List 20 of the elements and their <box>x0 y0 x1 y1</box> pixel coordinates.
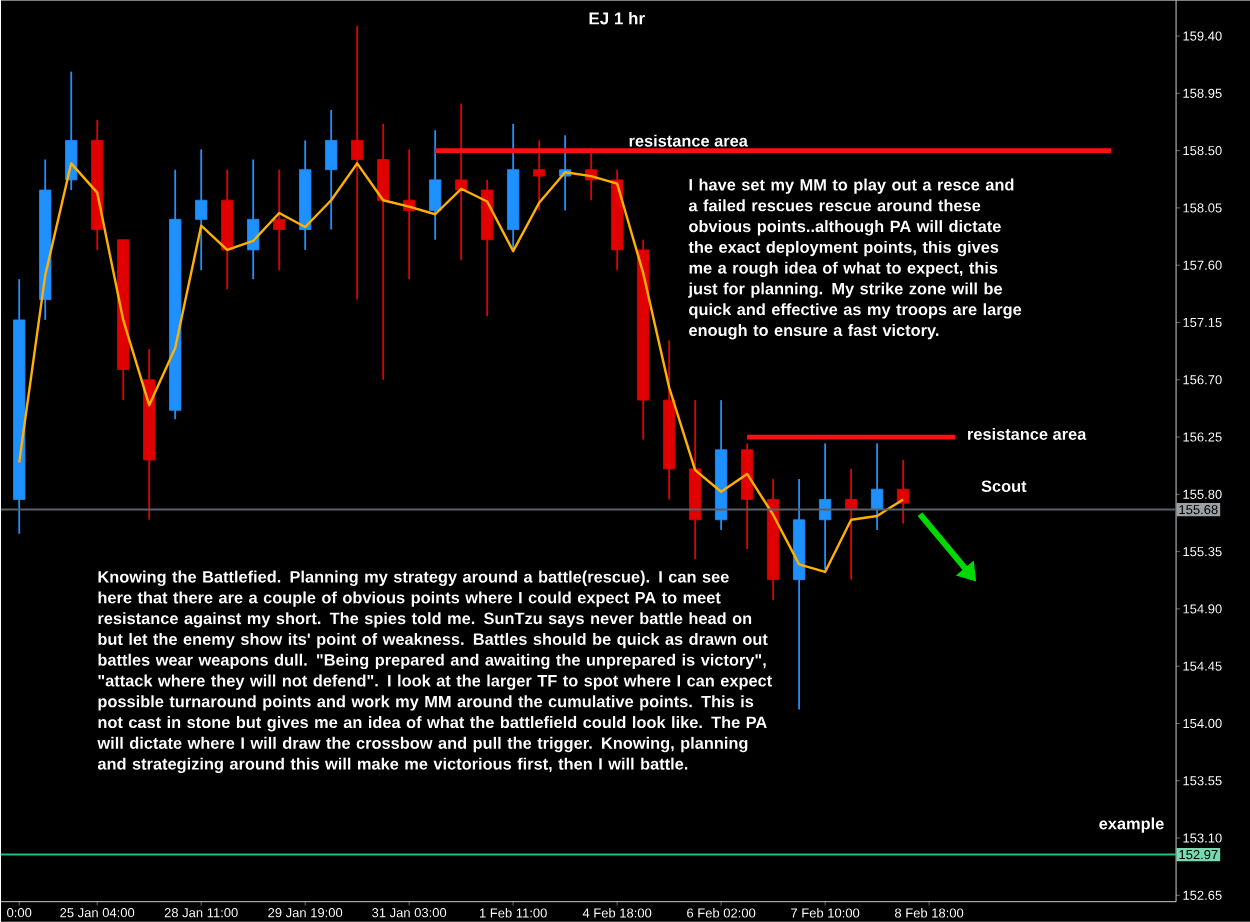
candlestick <box>325 109 338 231</box>
text: Knowing the Battlefied. Planning my strategy around a battle(rescue). I can see here that there are a couple of obvious points where I could expect PA to meet resistance against my short. The spies told me. SunTzu says never battle head on but let the enemy show its' point of weakness. Battles should be quick as drawn out battles wear weapons dull. "Being prepared and awaiting the unprepared is victory", "attack where they will not defend". I look at the larger TF to spot where I can expect possible turnaround points and work my MM around the cumulative points. This is not cast in stone but gives me an idea of what the battlefield could look like. The PA will dictate where I will draw the crossbow and pull the trigger. Knowing, planning and strategizing around this will make me victorious first, then I will battle. <box>97 570 772 774</box>
annotation: resistance area <box>968 428 1087 441</box>
candlestick <box>429 129 442 241</box>
annotation: Scout <box>981 480 1027 493</box>
candlestick <box>351 25 364 301</box>
candlestick <box>533 139 546 212</box>
annotation: I have set my MM to play out a resce and a failed rescues rescue around these obvious points..although PA will dictate the exact deployment points, this gives me a rough idea of what to expect, this just for planning. My strike zone will be quick and effective as my troops are large enough to ensure a fast victory. <box>688 178 1022 340</box>
annotation: resistance area <box>629 134 748 147</box>
candlestick <box>195 148 208 272</box>
text: EJ 1 hr <box>589 12 645 25</box>
candlestick <box>870 442 884 532</box>
candlestick <box>455 102 468 262</box>
annotation: example <box>1099 817 1164 833</box>
candlestick <box>273 168 286 272</box>
candlestick <box>247 158 260 281</box>
candlestick <box>844 468 858 581</box>
candlestick <box>896 459 910 525</box>
candlestick <box>377 123 390 381</box>
candlestick <box>65 70 78 192</box>
